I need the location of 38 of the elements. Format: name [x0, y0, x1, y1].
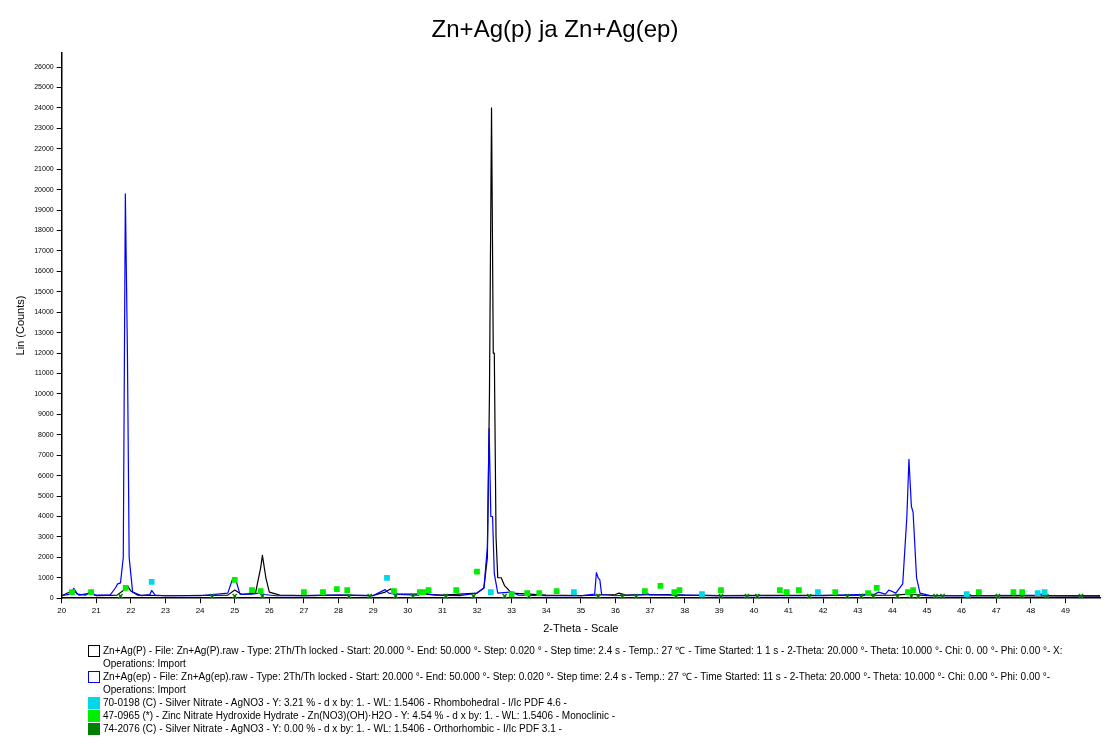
- x-tick-label: 29: [368, 606, 379, 616]
- x-tick-label: 34: [541, 606, 552, 616]
- legend-label: 70-0198 (C) - Silver Nitrate - AgNO3 - Y: 3.21 % - d x by: 1. - WL: 1.5406 - Rhombohedral - I/Ic PDF 4.6 -: [103, 696, 567, 709]
- x-tick-label: 43: [853, 606, 863, 616]
- x-tick-label: 35: [576, 606, 586, 616]
- x-tick-label: 25: [230, 606, 240, 616]
- x-tick-label: 36: [610, 606, 621, 616]
- x-tick-label: 45: [922, 606, 932, 616]
- legend-label: 74-2076 (C) - Silver Nitrate - AgNO3 - Y: 0.00 % - d x by: 1. - WL: 1.5406 - Orthorhombic - I/Ic PDF 3.1 -: [103, 722, 562, 735]
- x-tick-label: 37: [645, 606, 656, 616]
- x-tick-label: 21: [91, 606, 102, 616]
- x-tick-label: 40: [749, 606, 759, 616]
- x-tick-label: 20: [57, 606, 67, 616]
- x-tick-label: 23: [161, 606, 171, 616]
- chart-title: Zn+Ag(p) ja Zn+Ag(ep): [431, 15, 679, 43]
- legend-label: Zn+Ag(P) - File: Zn+Ag(P).raw - Type: 2Th/Th locked - Start: 20.000 °- End: 50.000 °- Step: 0.020 ° - Step time: 2.4 s - Temp.: 27 ℃ - Time Started: 1 1 s - 2-Theta: 20.000 °- Theta: 10.000 °- Chi: 0. 00 °- Phi: 0.00 °- X: Operations: Import: [103, 644, 1064, 670]
- x-tick-label: 42: [818, 606, 829, 616]
- x-tick-label: 26: [264, 606, 275, 616]
- legend-label: 47-0965 (*) - Zinc Nitrate Hydroxide Hydrate - Zn(NO3)(OH)·H2O - Y: 4.54 % - d x by: 1. - WL: 1.5406 - Monoclinic -: [103, 709, 616, 722]
- x-tick-label: 30: [403, 606, 413, 616]
- x-tick-label: 39: [714, 606, 725, 616]
- x-tick-label: 32: [472, 606, 482, 616]
- x-tick-label: 49: [1060, 606, 1071, 616]
- x-tick-label: 33: [507, 606, 517, 616]
- x-axis-title: 2-Theta - Scale: [543, 622, 619, 635]
- x-tick-label: 48: [1026, 606, 1036, 616]
- x-tick-label: 22: [126, 606, 136, 616]
- legend-label: Zn+Ag(ep) - File: Zn+Ag(ep).raw - Type: 2Th/Th locked - Start: 20.000 °- End: 50.000 °- Step: 0.020 °- Step time: 2.4 s - Temp.: 27 ℃ - Time Started: 11 s - 2-Theta: 20.000 °- Theta: 10.000 °- Chi: 0.00 °- Phi: 0.00 °- Operations: Import: [103, 670, 1052, 696]
- x-tick-label: 38: [680, 606, 690, 616]
- x-tick-label: 27: [299, 606, 309, 616]
- x-tick-label: 44: [887, 606, 898, 616]
- x-tick-label: 46: [957, 606, 967, 616]
- x-tick-label: 47: [991, 606, 1002, 616]
- x-tick-label: 41: [784, 606, 794, 616]
- x-tick-label: 28: [334, 606, 344, 616]
- x-tick-label: 31: [437, 606, 448, 616]
- y-axis-title: Lin (Counts): [13, 295, 26, 356]
- x-tick-label: 24: [195, 606, 206, 616]
